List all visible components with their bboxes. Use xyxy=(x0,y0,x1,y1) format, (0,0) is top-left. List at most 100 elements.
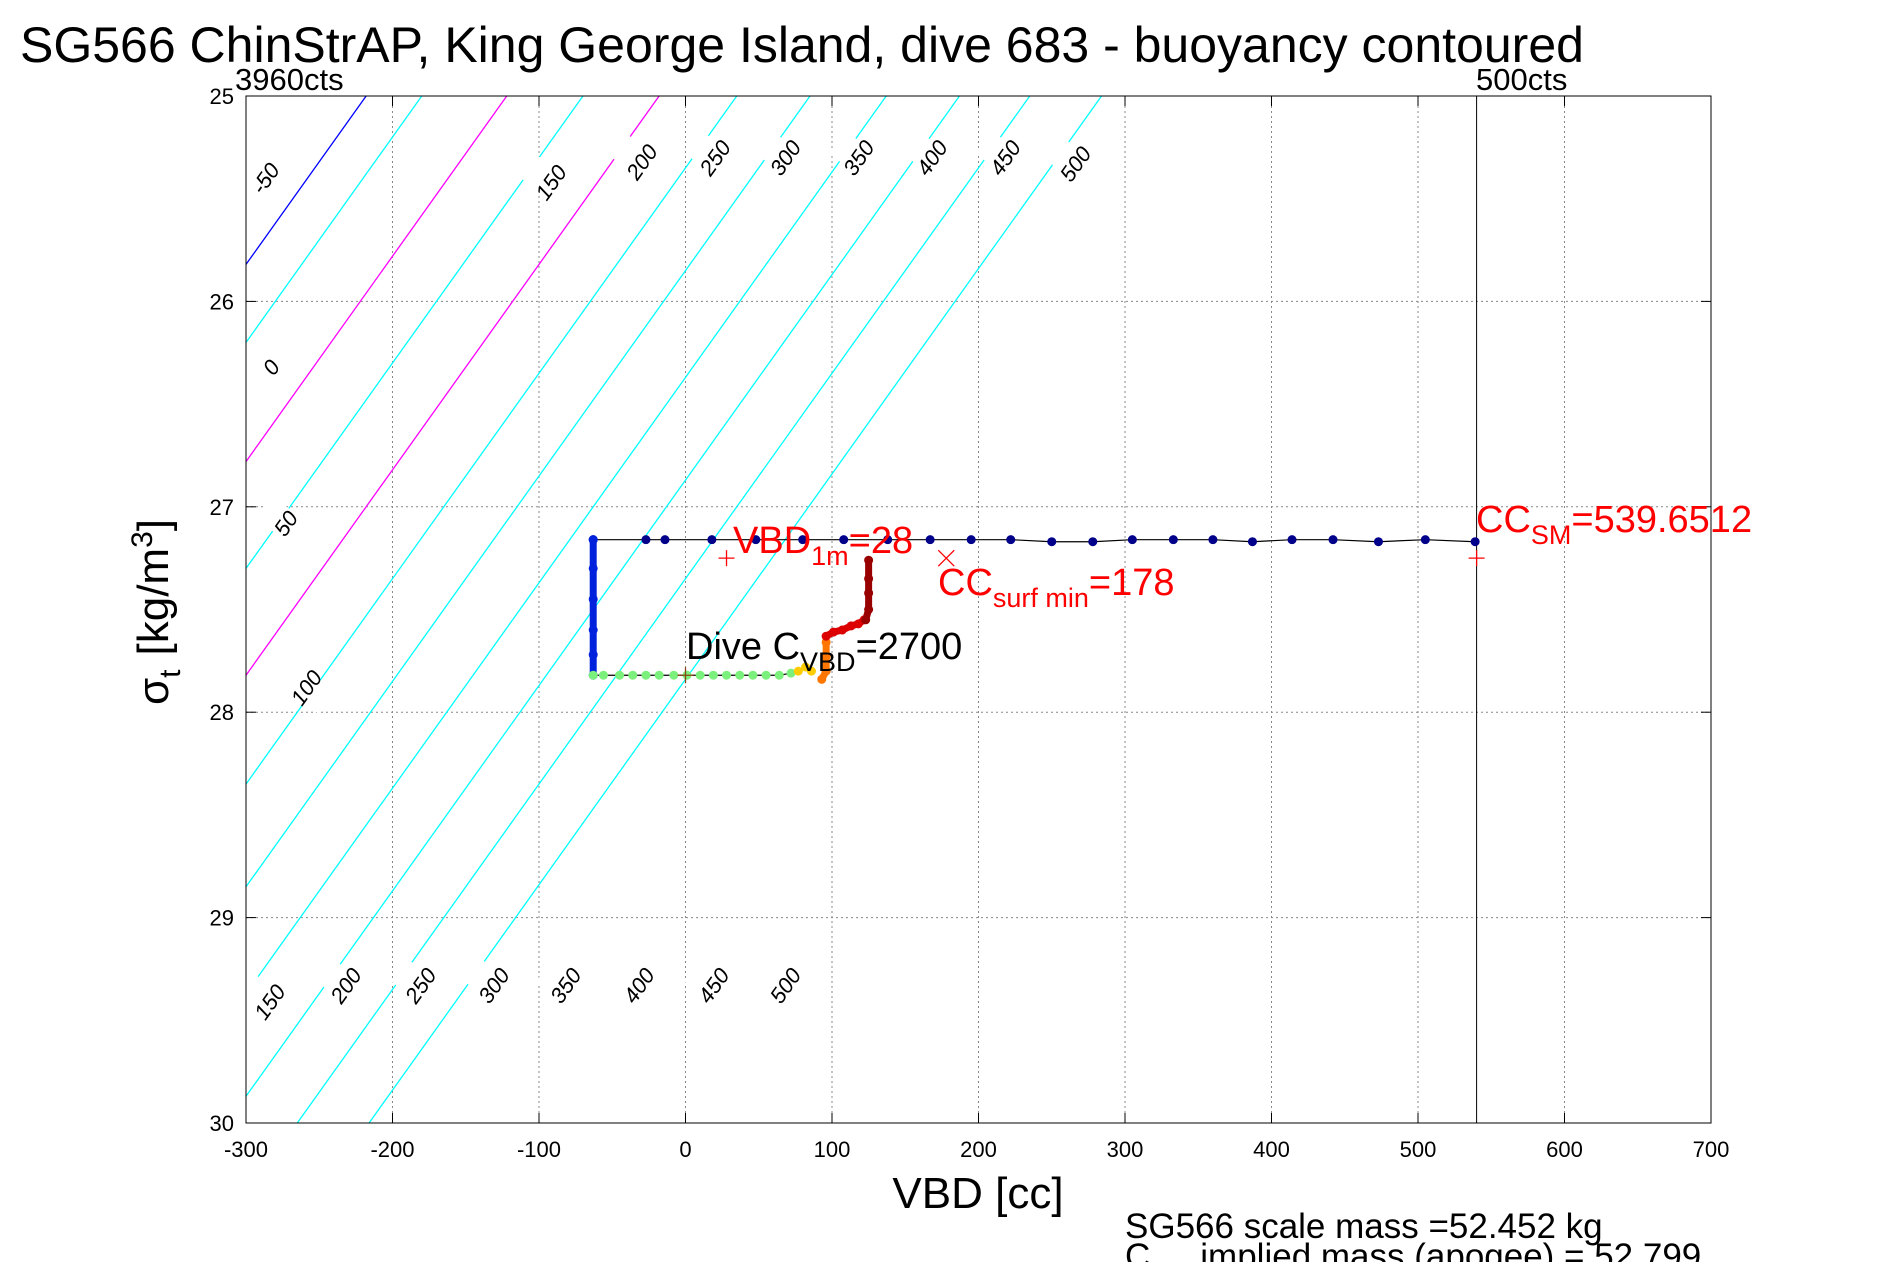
data-point-climb-lower xyxy=(817,674,827,684)
data-point-apogee xyxy=(793,666,803,676)
y-axis-label-subscript: t xyxy=(154,669,187,678)
contour-line-50 xyxy=(246,96,423,344)
cc-surf-min-tail: =178 xyxy=(1089,562,1175,604)
data-point-surface xyxy=(1047,537,1057,547)
data-point-bottom xyxy=(598,670,608,680)
cc-surf-min-annotation: CCsurf min=178 xyxy=(938,562,1175,613)
y-tick-label: 28 xyxy=(210,700,234,725)
data-point-climb-mid xyxy=(828,627,838,637)
data-point-climb-upper xyxy=(864,605,874,614)
data-point-surface xyxy=(1470,537,1480,547)
top-right-counts-label: 500cts xyxy=(1476,62,1567,97)
contour-label-bg xyxy=(612,135,671,189)
data-point-bottom xyxy=(774,670,784,680)
dive-cvbd-tail: =2700 xyxy=(856,626,963,668)
contour-label-bg xyxy=(391,958,450,1012)
contour-label-bg xyxy=(609,958,668,1012)
data-point-descent xyxy=(588,594,598,604)
x-tick-label: 700 xyxy=(1693,1137,1730,1162)
data-point-bottom xyxy=(695,670,705,680)
data-point-bottom xyxy=(735,670,745,680)
x-tick-label: -200 xyxy=(370,1137,414,1162)
contour-label-bg xyxy=(685,131,745,185)
data-point-surface xyxy=(1287,535,1297,545)
plus-marker xyxy=(718,550,735,567)
cc-sm-tail: =539.6512 xyxy=(1571,499,1752,541)
x-tick-label: 500 xyxy=(1400,1137,1437,1162)
data-point-climb-lower xyxy=(821,652,831,662)
x-axis-ticks: -300 -200 -100 0 100 200 300 400 500 600 700 xyxy=(224,96,1729,1162)
data-point-bottom xyxy=(641,670,651,680)
data-point-climb-lower xyxy=(821,637,831,647)
x-axis-label: VBD [cc] xyxy=(892,1169,1063,1218)
contour-label-bg xyxy=(276,661,336,715)
data-point-surface xyxy=(660,535,670,545)
x-tick-label: 400 xyxy=(1253,1137,1290,1162)
series-line-climb-lower xyxy=(818,638,830,683)
data-point-bottom xyxy=(722,670,732,680)
cross-marker xyxy=(937,549,955,567)
data-series xyxy=(588,535,1480,684)
contour-line-350 xyxy=(246,96,887,995)
data-point-bottom xyxy=(761,670,771,680)
cc-sm-annotation: CCSM=539.6512 xyxy=(1476,499,1752,550)
dive-cvbd-annotation: Dive CVBD=2700 xyxy=(686,626,962,677)
contour-line-450 xyxy=(296,96,1031,1123)
data-point-climb-upper xyxy=(861,615,871,625)
data-point-climb-mid xyxy=(846,621,856,631)
vbd-1m-main: VBD xyxy=(733,520,811,562)
footer-implied-mass-text: implied mass (apogee) = 52.799 xyxy=(1200,1237,1701,1262)
plot-area xyxy=(246,96,1711,1123)
data-point-climb-lower xyxy=(821,666,831,676)
data-point-climb-upper xyxy=(864,574,874,584)
plus-marker xyxy=(1468,550,1485,567)
contour-label-bg xyxy=(316,958,375,1012)
y-axis-label: σt [kg/m3] xyxy=(126,519,187,705)
cc-sm-sub: SM xyxy=(1531,520,1572,550)
data-point-descent xyxy=(588,535,598,545)
contour-label-bg xyxy=(256,496,315,550)
series-line-bottom xyxy=(592,672,792,676)
contour-line-500 xyxy=(368,96,1103,1123)
data-point-bottom xyxy=(628,670,638,680)
contour-label-bg xyxy=(536,958,595,1012)
contour-label-bg xyxy=(235,151,295,205)
contour-label-bg xyxy=(829,131,888,185)
data-point-descent xyxy=(588,625,598,635)
x-tick-label: 200 xyxy=(960,1137,997,1162)
footer-implied-mass-symbol: C xyxy=(1125,1237,1150,1262)
y-tick-label: 26 xyxy=(210,289,234,314)
data-point-climb-mid xyxy=(821,631,831,641)
contour-label-bg xyxy=(241,340,301,394)
contour-label-bg xyxy=(902,131,961,185)
x-tick-label: 300 xyxy=(1107,1137,1144,1162)
data-point-surface xyxy=(1006,535,1016,545)
reference-markers xyxy=(677,549,1485,684)
data-point-surface xyxy=(1088,537,1098,547)
data-point-surface xyxy=(751,535,761,545)
contour-line-150 xyxy=(246,96,584,570)
data-point-bottom xyxy=(588,670,598,680)
data-point-surface xyxy=(641,535,651,545)
data-point-surface xyxy=(1328,535,1338,545)
contour-label-bg xyxy=(1045,137,1105,191)
top-left-counts-label: 3960cts xyxy=(235,62,344,97)
data-point-climb-upper xyxy=(864,588,874,598)
chart-title: SG566 ChinStrAP, King George Island, div… xyxy=(20,17,1584,73)
contour-label-bg xyxy=(240,975,299,1029)
x-tick-label: 0 xyxy=(679,1137,691,1162)
data-point-bottom xyxy=(708,670,718,680)
y-axis-label-superscript: 3 xyxy=(126,531,159,548)
contour-line-100 xyxy=(246,96,508,463)
cc-surf-min-main: CC xyxy=(938,562,993,604)
data-point-bottom xyxy=(748,670,758,680)
data-point-surface xyxy=(1373,537,1383,547)
dive-cvbd-sub: VBD xyxy=(800,647,856,677)
data-point-surface xyxy=(883,535,893,545)
y-tick-label: 27 xyxy=(210,495,234,520)
vbd-1m-sub: 1m xyxy=(811,541,849,571)
cc-surf-min-sub: surf min xyxy=(993,583,1089,613)
series-line-surface xyxy=(592,539,1476,543)
